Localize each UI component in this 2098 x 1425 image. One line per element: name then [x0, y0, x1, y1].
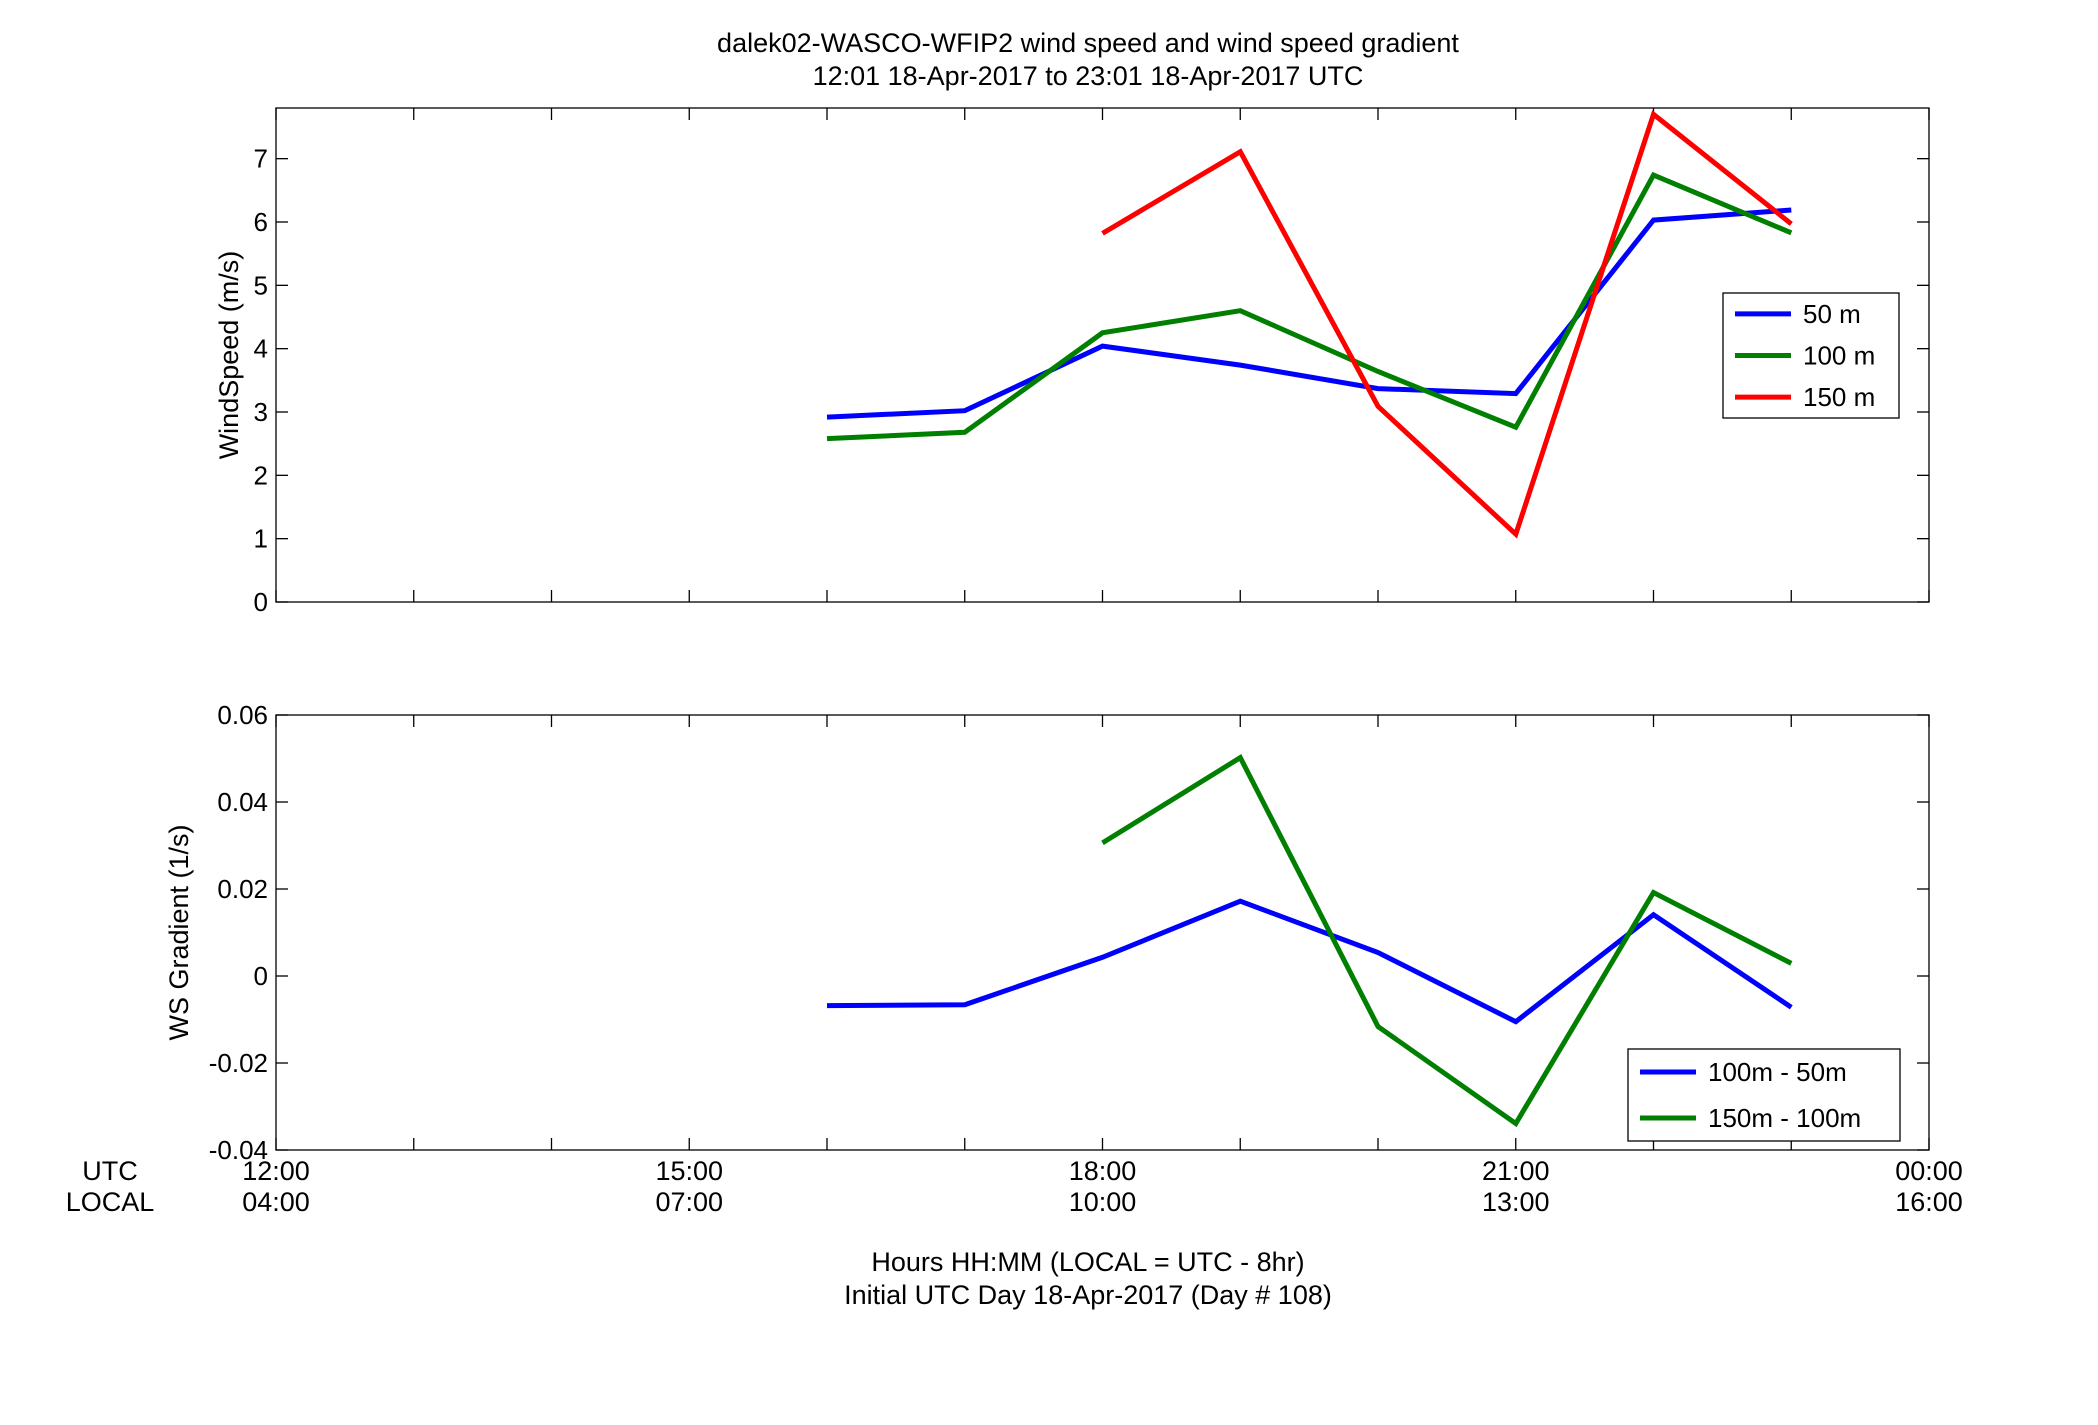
x-axis-day-label: Initial UTC Day 18-Apr-2017 (Day # 108) [844, 1280, 1332, 1310]
gradient-panel: -0.04 -0.02 0 0.02 0.04 0.06 WS Gradient (1/s)… [164, 700, 1930, 1165]
legend-box [1627, 1048, 1901, 1142]
local-tick-label: 13:00 [1482, 1187, 1550, 1217]
y-axis-label: WindSpeed (m/s) [214, 251, 244, 460]
legend-label: 100 m [1803, 341, 1875, 371]
y-tick-label: 3 [254, 397, 268, 427]
local-tick-labels: 04:00 07:00 10:00 13:00 16:00 [242, 1187, 1963, 1217]
local-tick-label: 04:00 [242, 1187, 310, 1217]
series-line [826, 898, 1793, 1025]
y-tick-label: 1 [254, 524, 268, 554]
figure-subtitle: 12:01 18-Apr-2017 to 23:01 18-Apr-2017 U… [813, 61, 1364, 91]
y-tick-label: -0.02 [209, 1048, 268, 1078]
windspeed-panel: 0 1 2 3 4 5 6 7 WindSpeed (m/s) 50 m 100 m 150 m [214, 107, 1930, 617]
y-tick-label: 0.02 [217, 874, 268, 904]
series-line [826, 171, 1793, 442]
series-line [1101, 110, 1793, 539]
y-tick-label: 7 [254, 144, 268, 174]
utc-tick-label: 00:00 [1895, 1156, 1963, 1186]
legend-label: 150 m [1803, 382, 1875, 412]
y-tick-label: 4 [254, 334, 268, 364]
utc-axis-label: UTC [82, 1156, 138, 1186]
local-tick-label: 10:00 [1069, 1187, 1137, 1217]
plot-frame [275, 107, 1930, 603]
y-tick-label: 0.06 [217, 700, 268, 730]
series-line [826, 207, 1792, 420]
utc-tick-label: 15:00 [655, 1156, 723, 1186]
utc-tick-label: 18:00 [1069, 1156, 1137, 1186]
y-tick-label: 5 [254, 270, 268, 300]
series-line [1101, 754, 1793, 1128]
figure-title: dalek02-WASCO-WFIP2 wind speed and wind … [717, 28, 1459, 58]
x-axis-label: Hours HH:MM (LOCAL = UTC - 8hr) [871, 1247, 1304, 1277]
legend-label: 100m - 50m [1708, 1057, 1847, 1087]
utc-tick-label: 12:00 [242, 1156, 310, 1186]
y-axis-label: WS Gradient (1/s) [164, 824, 194, 1040]
local-axis-label: LOCAL [66, 1187, 155, 1217]
local-tick-label: 16:00 [1895, 1187, 1963, 1217]
y-tick-label: 0.04 [217, 787, 268, 817]
legend-label: 150m - 100m [1708, 1103, 1861, 1133]
utc-tick-labels: 12:00 15:00 18:00 21:00 00:00 [242, 1156, 1963, 1186]
legend-label: 50 m [1803, 299, 1861, 329]
utc-tick-label: 21:00 [1482, 1156, 1550, 1186]
y-tick-label: 6 [254, 207, 268, 237]
local-tick-label: 07:00 [655, 1187, 723, 1217]
y-tick-label: 0 [254, 961, 268, 991]
y-tick-label: 0 [254, 587, 268, 617]
y-tick-label: 2 [254, 460, 268, 490]
y-tick-label: -0.04 [209, 1135, 268, 1165]
